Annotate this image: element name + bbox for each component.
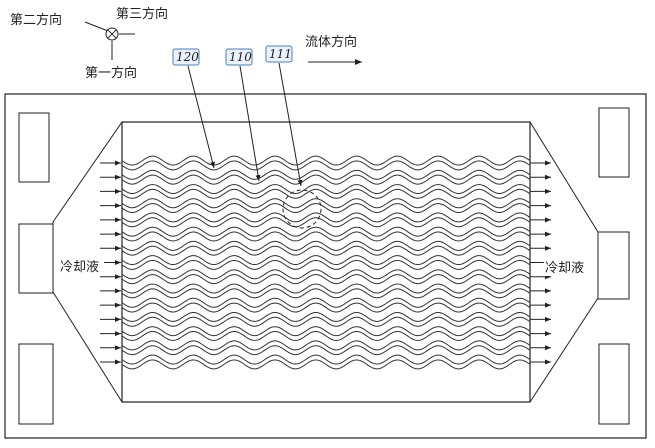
ref-110-tag — [225, 48, 253, 66]
channel-15-top-wall — [121, 354, 531, 365]
third-direction-label: 第三方向 — [116, 6, 168, 22]
outer-housing — [4, 93, 647, 439]
channel-1-bottom-wall — [121, 160, 531, 171]
ref-120-tag — [172, 48, 200, 66]
channel-14-bottom-wall — [121, 345, 531, 356]
left-middle-block — [18, 223, 54, 294]
channel-6-top-wall — [121, 226, 531, 237]
left-top-block — [18, 112, 50, 183]
channel-8-top-wall — [121, 255, 531, 266]
channel-13-top-wall — [121, 326, 531, 337]
channel-1-top-wall — [121, 155, 531, 166]
channel-7-bottom-wall — [121, 245, 531, 256]
ref-111-leader — [278, 62, 303, 187]
channel-11-bottom-wall — [121, 302, 531, 313]
ref-110-label: 110 — [229, 50, 252, 64]
ref-110-leader — [239, 65, 261, 182]
right-top-block — [598, 107, 630, 178]
channel-4-bottom-wall — [121, 203, 531, 213]
left-bottom-block — [18, 343, 54, 425]
coolant-outlet-label: 冷却液 — [545, 261, 584, 276]
channel-15-bottom-wall — [121, 359, 531, 370]
ref-111-label: 111 — [269, 47, 292, 61]
channel-7-top-wall — [121, 240, 531, 251]
channel-2-bottom-wall — [121, 174, 531, 185]
reference-tags: 120 110 111 — [172, 45, 293, 66]
ref-120-leader — [187, 65, 215, 169]
channel-4-top-wall — [121, 198, 531, 209]
channel-6-bottom-wall — [121, 231, 531, 242]
ref-120-label: 120 — [176, 50, 199, 64]
right-bottom-block — [598, 343, 630, 425]
channel-9-top-wall — [121, 269, 531, 280]
channel-2-top-wall — [121, 169, 531, 180]
channel-10-bottom-wall — [121, 288, 531, 299]
channel-3-top-wall — [121, 184, 531, 194]
second-direction-leader — [84, 21, 109, 32]
axis-indicator: 第二方向 第三方向 第一方向 — [10, 6, 168, 81]
channel-13-bottom-wall — [121, 331, 531, 341]
channel-8-bottom-wall — [121, 259, 531, 270]
channel-9-bottom-wall — [121, 274, 531, 285]
right-middle-block — [597, 231, 630, 300]
channel-10-top-wall — [121, 283, 531, 294]
wavy-channels — [121, 155, 531, 370]
channel-5-top-wall — [121, 212, 531, 223]
flow-direction-indicator: 流体方向 — [305, 34, 362, 65]
channel-5-bottom-wall — [121, 217, 531, 228]
channel-14-top-wall — [121, 340, 531, 351]
channel-12-bottom-wall — [121, 316, 531, 327]
ref-111-tag — [265, 45, 293, 63]
detail-circle — [282, 189, 322, 229]
coolant-inlet-label: 冷却液 — [60, 260, 99, 275]
channel-12-top-wall — [121, 312, 531, 322]
channel-3-bottom-wall — [121, 188, 531, 199]
flow-direction-label: 流体方向 — [305, 34, 357, 50]
first-direction-label: 第一方向 — [85, 65, 137, 81]
second-direction-label: 第二方向 — [10, 12, 62, 28]
channel-11-top-wall — [121, 297, 531, 308]
outlet-arrows — [530, 160, 551, 365]
